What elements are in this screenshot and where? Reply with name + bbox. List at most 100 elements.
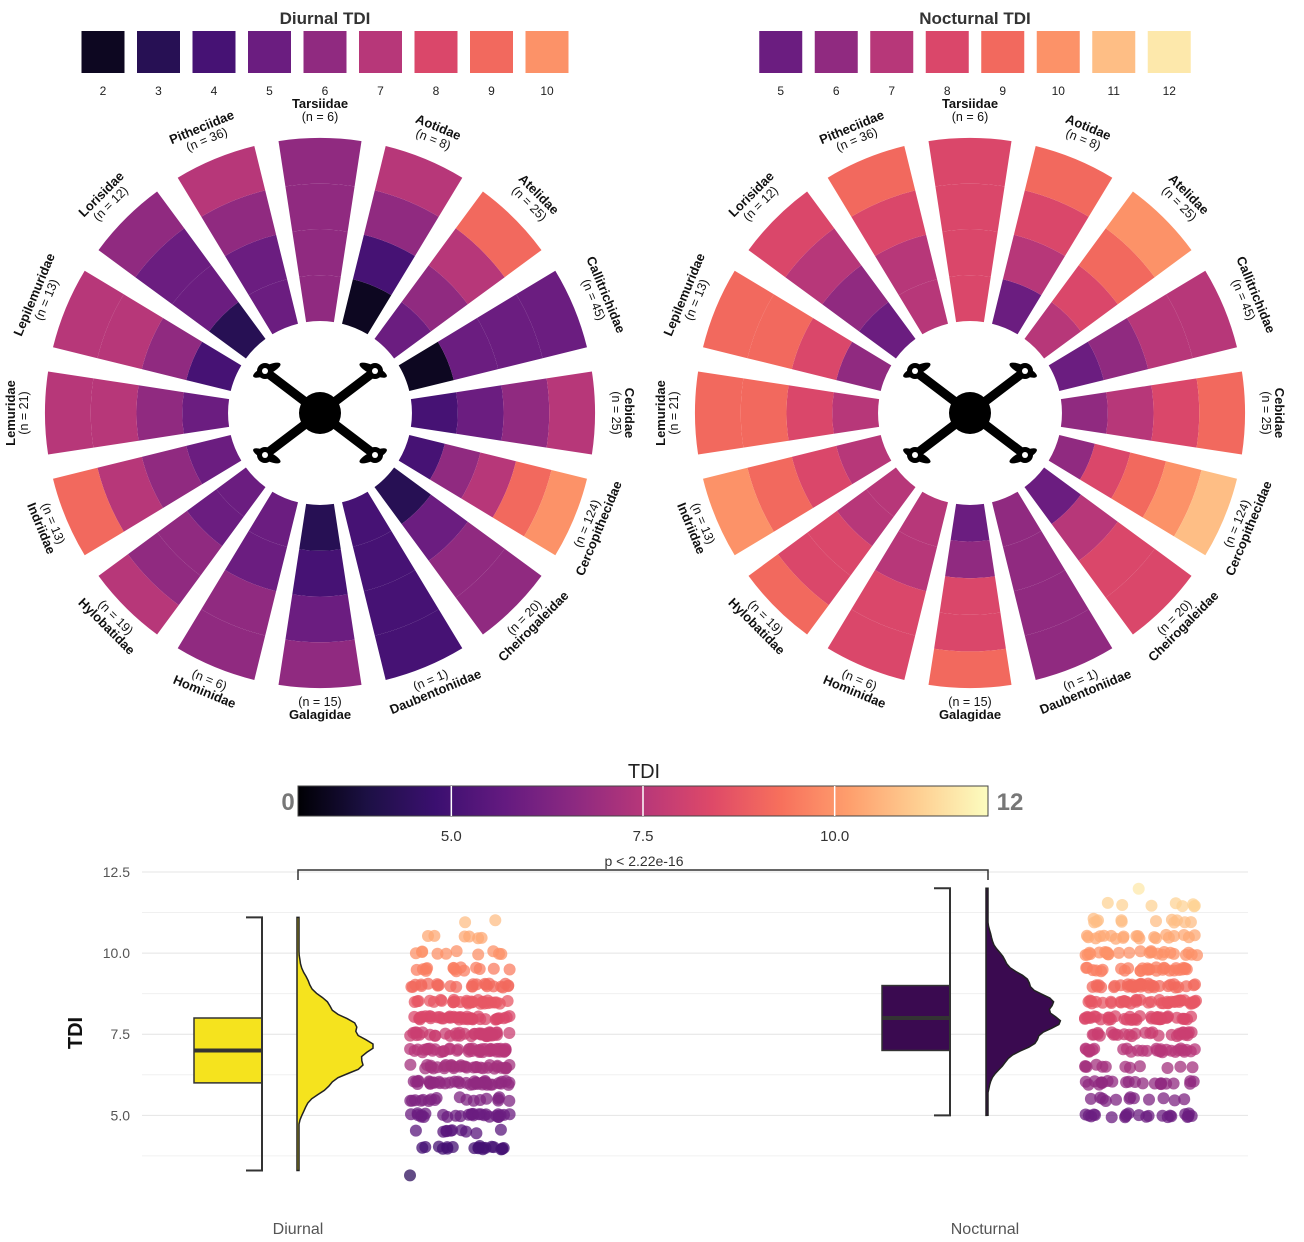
data-point: [484, 1078, 497, 1091]
data-point: [1168, 964, 1181, 977]
data-point: [415, 1109, 428, 1122]
data-point: [1115, 914, 1128, 927]
data-point: [1168, 995, 1181, 1008]
legend-label: 8: [944, 84, 951, 98]
wedge-ring: [342, 279, 392, 335]
family-label: Pitheciidae(n = 36): [167, 107, 236, 154]
wedge-ring: [694, 371, 744, 455]
wedge-ring: [209, 302, 266, 359]
wedge-ring: [740, 378, 789, 448]
data-point: [1167, 1077, 1180, 1090]
data-point: [419, 1141, 432, 1153]
wedge-indriidae: [703, 435, 892, 556]
legend-swatch: [925, 31, 969, 73]
family-label: Tarsiidae(n = 6): [942, 96, 998, 124]
legend-swatch: [1092, 31, 1136, 73]
wedge-ring: [225, 530, 288, 592]
data-point: [1133, 1060, 1146, 1073]
wedge-ring: [492, 461, 552, 537]
wedge-ring: [942, 229, 998, 277]
data-point: [1177, 929, 1190, 941]
wedge-pitheciidae: [827, 146, 948, 335]
wedge-ring: [827, 609, 916, 680]
wedge-ring: [1051, 494, 1118, 561]
data-point: [1119, 1060, 1132, 1073]
p-value-label: p < 2.22e-16: [604, 853, 683, 869]
data-point: [1109, 932, 1122, 945]
data-point: [418, 1043, 431, 1056]
data-point: [411, 995, 424, 1008]
data-point: [1133, 1010, 1146, 1023]
wedge-ring: [1105, 548, 1192, 635]
wedge-ring: [1111, 452, 1166, 518]
data-point: [1143, 1093, 1155, 1106]
data-point: [1112, 946, 1125, 959]
wedge-ring: [477, 294, 543, 370]
data-point: [489, 1013, 502, 1026]
wedge-callitrichidae: [1048, 270, 1237, 391]
family-name: Galagidae: [289, 707, 351, 722]
data-point: [471, 1078, 484, 1090]
tdi-colorbar: TDI 0 12 5.0 7.5 10.0: [281, 761, 1023, 845]
data-point: [1180, 980, 1193, 993]
data-point: [428, 1094, 441, 1106]
data-point: [472, 932, 485, 945]
data-point: [492, 1092, 505, 1105]
legend-swatch: [137, 31, 180, 73]
wedge-cercopithecidae: [398, 435, 587, 556]
wedge-ring: [1024, 302, 1081, 359]
legend-label: 10: [540, 84, 554, 98]
data-point: [1118, 964, 1131, 977]
wedge-ring: [299, 275, 341, 323]
data-point: [1086, 980, 1099, 993]
wedge-ring: [186, 341, 242, 391]
wedge-ring: [136, 385, 184, 441]
wedge-ring: [1080, 443, 1131, 499]
wedge-ring: [1013, 190, 1089, 256]
drone-icon: [253, 362, 387, 464]
data-point: [1118, 995, 1131, 1008]
nocturnal-legend: 5 6 7 8 9 10 11 12: [759, 31, 1191, 98]
wedge-aotidae: [992, 146, 1113, 335]
wedge-ring: [398, 435, 445, 480]
data-point: [1102, 948, 1114, 961]
legend-swatch: [1147, 31, 1191, 73]
wedge-ring: [791, 445, 853, 508]
data-point: [1185, 1026, 1198, 1039]
legend-swatch: [414, 31, 458, 73]
data-point: [405, 980, 418, 993]
data-point: [1118, 1012, 1131, 1025]
family-label: Lemuridae (n = 21): [3, 380, 31, 446]
data-point: [441, 1110, 454, 1123]
data-point: [503, 1076, 516, 1089]
wedge-ring: [875, 530, 938, 592]
x-category-label: Nocturnal: [951, 1221, 1019, 1238]
data-point: [1132, 882, 1145, 895]
wedge-ring: [44, 371, 94, 455]
wedge-ring: [225, 234, 288, 296]
data-point: [492, 1108, 505, 1121]
wedge-galagidae: [278, 503, 362, 689]
legend-swatch: [192, 31, 236, 73]
groups: [193, 882, 1203, 1182]
data-point: [429, 1029, 442, 1042]
wedge-ring: [1024, 467, 1081, 524]
data-point: [452, 1043, 465, 1056]
data-point: [1152, 1029, 1165, 1042]
wedge-ring: [945, 540, 995, 579]
significance-bracket: p < 2.22e-16: [297, 853, 989, 880]
wedge-ring: [1013, 570, 1089, 636]
data-point: [1168, 930, 1180, 942]
data-point: [404, 1058, 417, 1071]
data-point: [438, 1062, 451, 1075]
colorbar-tick-label: 7.5: [633, 828, 654, 845]
data-point: [1116, 899, 1129, 911]
data-point: [1122, 1107, 1135, 1120]
legend-label: 12: [1163, 84, 1177, 98]
data-point: [1174, 1060, 1187, 1073]
data-point: [1080, 961, 1093, 974]
data-point: [1178, 994, 1191, 1007]
family-count: (n = 15): [948, 695, 991, 709]
wedge-ring: [428, 228, 505, 305]
data-point: [1087, 1108, 1100, 1121]
